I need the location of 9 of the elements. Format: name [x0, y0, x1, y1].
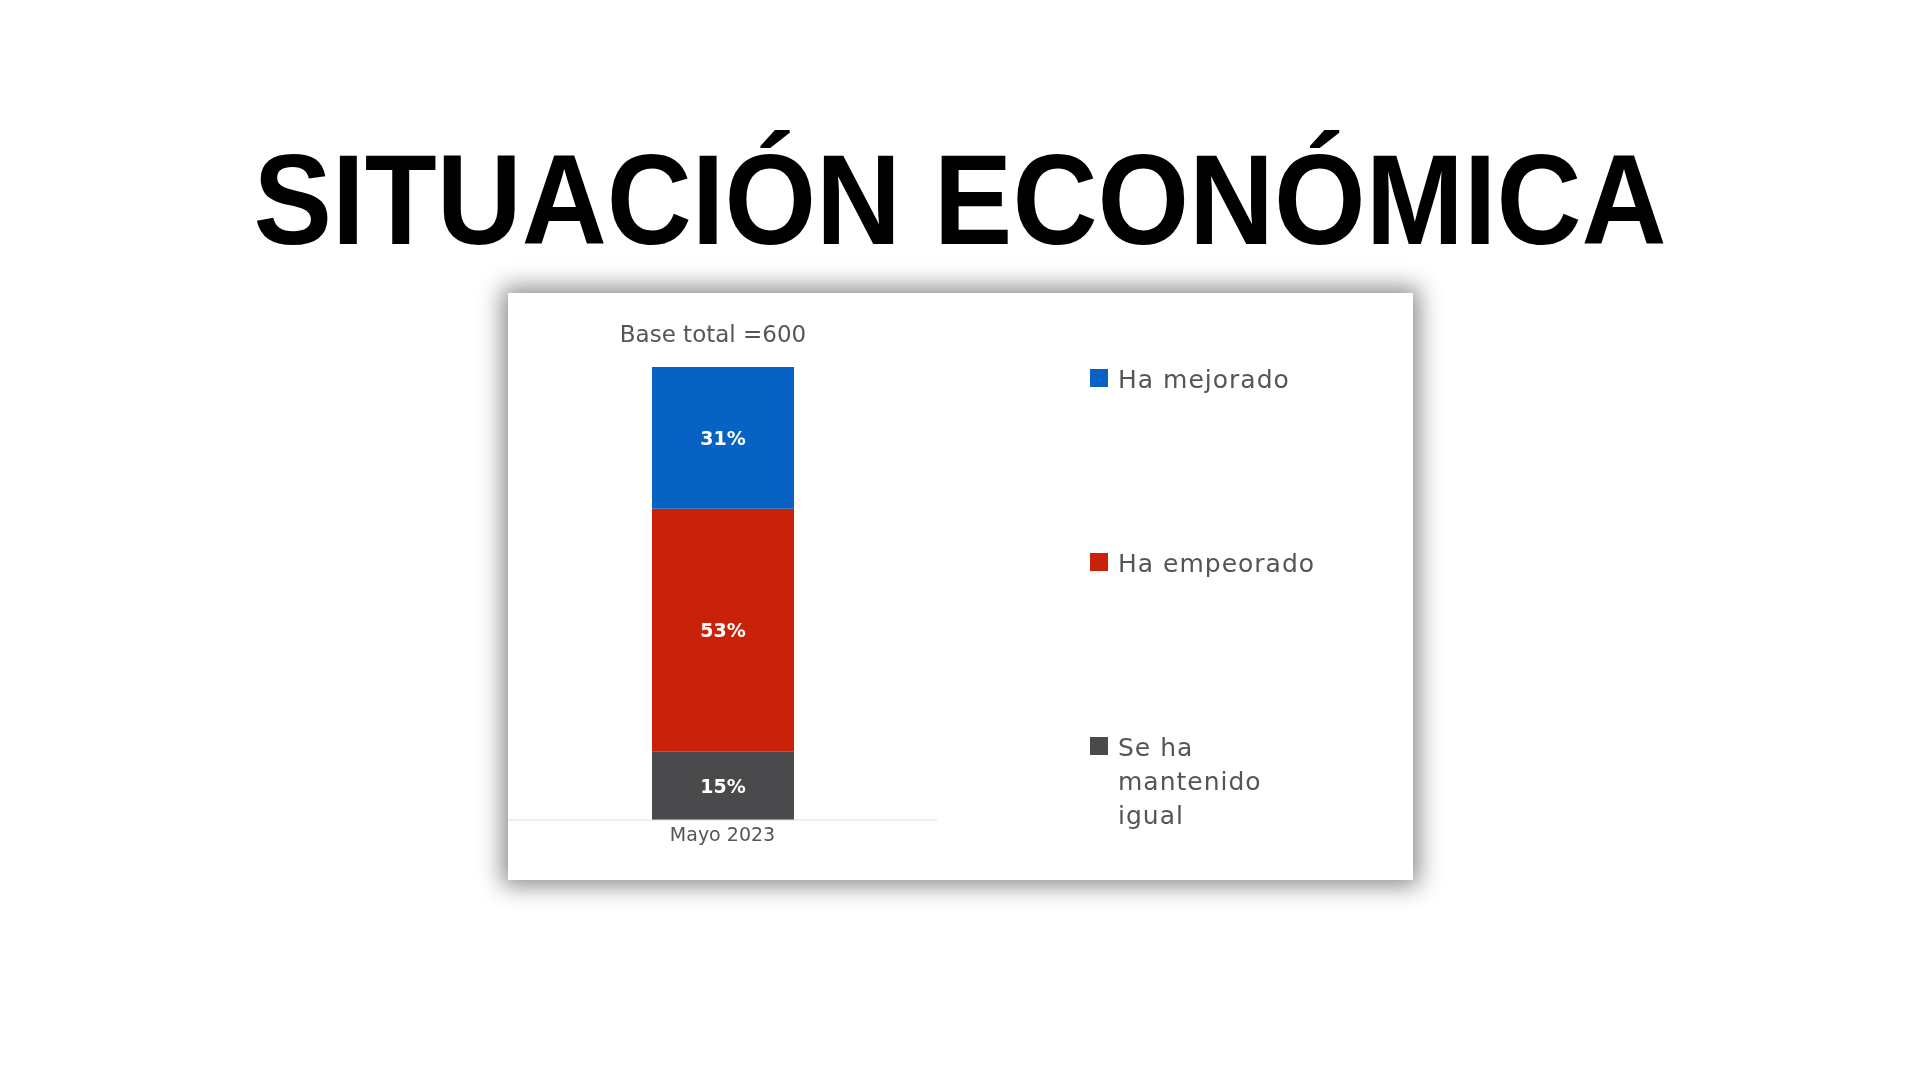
legend-label: Se ha mantenido igual [1118, 732, 1263, 832]
legend-label: Ha empeorado [1118, 548, 1316, 580]
data-label: 53% [700, 619, 746, 642]
text: Base total =600 [618, 321, 808, 347]
chart-title: SITUACIÓN ECONÓMICA [252, 127, 1668, 273]
data-label: 31% [700, 426, 746, 449]
x-tick-label: Mayo 2023 [669, 823, 776, 846]
legend-label: Ha mejorado [1118, 364, 1290, 396]
data-label: 15% [700, 774, 746, 797]
